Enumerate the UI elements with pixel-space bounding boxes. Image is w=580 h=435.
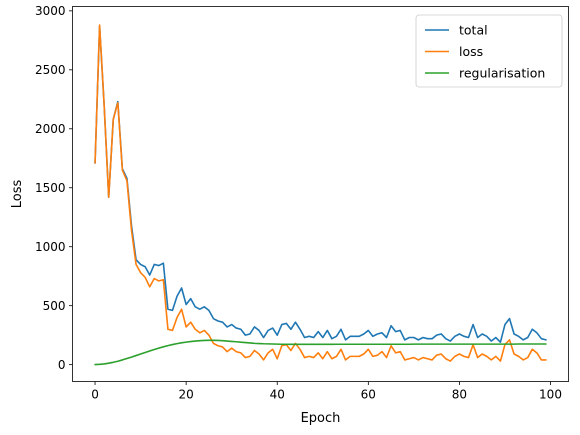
- legend: total loss regularisation: [415, 14, 563, 88]
- x-tick-label: 0: [91, 388, 99, 402]
- legend-label-regularisation: regularisation: [459, 66, 545, 81]
- y-tick-label: 1000: [35, 240, 66, 254]
- y-tick-label: 2000: [35, 122, 66, 136]
- x-axis-ticks: 0 20 40 60 80 100: [91, 381, 562, 402]
- series-line-regularisation: [94, 339, 547, 366]
- y-tick-label: 1500: [35, 181, 66, 195]
- series-line-total: [94, 25, 547, 344]
- legend-box: [415, 14, 563, 88]
- y-tick-label: 500: [43, 299, 66, 313]
- y-tick-label: 2500: [35, 63, 66, 77]
- axes-frame: [72, 6, 569, 382]
- x-tick-label: 40: [270, 388, 285, 402]
- y-axis-ticks: 0 500 1000 1500 2000 2500 3000: [35, 4, 73, 372]
- y-tick-label: 3000: [35, 4, 66, 18]
- legend-label-loss: loss: [459, 44, 483, 59]
- x-axis-label: Epoch: [301, 411, 341, 426]
- legend-label-total: total: [459, 23, 488, 38]
- x-tick-label: 20: [178, 388, 193, 402]
- x-tick-label: 80: [452, 388, 467, 402]
- series-line-loss: [94, 24, 547, 362]
- y-tick-label: 0: [58, 358, 66, 372]
- x-tick-label: 100: [539, 388, 562, 402]
- x-tick-label: 60: [361, 388, 376, 402]
- series-layer: [94, 24, 547, 366]
- y-axis-label: Loss: [10, 180, 25, 209]
